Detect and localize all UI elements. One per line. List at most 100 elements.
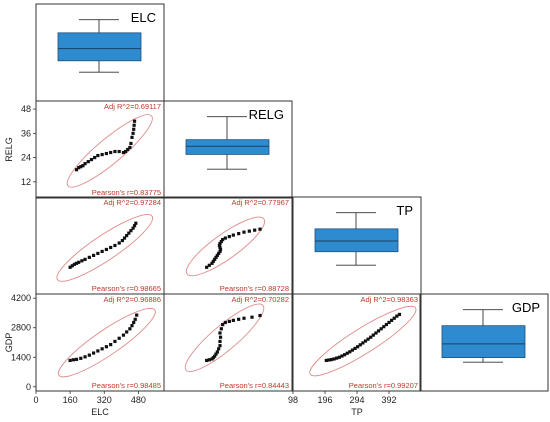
scatter-tp-vs-elc-point-10 [100, 249, 104, 254]
scatter-tp-vs-relg-point-5 [214, 255, 218, 259]
scatter-tp-vs-relg-confidence-ellipse [185, 216, 266, 277]
x-tick-label-tp-294: 294 [349, 395, 364, 405]
scatter-gdp-vs-tp-point-25 [390, 318, 394, 322]
scatter-gdp-vs-tp-point-8 [345, 351, 349, 355]
scatter-tp-vs-elc-point-22 [134, 221, 138, 225]
scatter-relg-vs-elc-point-2 [79, 165, 83, 169]
scatter-relg-vs-elc-point-3 [81, 164, 85, 168]
scatter-gdp-vs-tp-point-14 [361, 341, 365, 345]
scatter-gdp-vs-relg-point-12 [219, 327, 223, 331]
scatter-gdp-vs-elc-pearson-r: Pearson's r=0.98485 [92, 381, 161, 390]
scatter-gdp-vs-tp-point-24 [387, 320, 391, 325]
scatter-tp-vs-elc-point-5 [80, 259, 84, 263]
scatter-gdp-vs-tp-point-10 [350, 348, 355, 352]
scatter-tp-vs-relg-point-1 [207, 263, 211, 267]
scatter-gdp-vs-tp-point-7 [342, 353, 347, 357]
scatter-gdp-vs-elc-point-6 [92, 351, 96, 355]
scatter-gdp-vs-relg-adj-r2: Adj R^2=0.70282 [231, 295, 289, 304]
cell-frame-tp-relg [163, 196, 293, 295]
scatter-gdp-vs-tp-point-21 [379, 327, 383, 331]
scatter-gdp-vs-tp-pearson-r: Pearson's r=0.99207 [349, 381, 418, 390]
scatter-gdp-vs-tp-adj-r2: Adj R^2=0.98363 [360, 295, 418, 304]
scatter-gdp-vs-relg-point-0 [205, 358, 209, 363]
scatter-gdp-vs-tp-point-19 [374, 331, 378, 335]
scatter-gdp-vs-tp-point-11 [353, 346, 357, 351]
scatter-relg-vs-elc-point-1 [77, 166, 81, 170]
scatter-gdp-vs-tp-point-4 [335, 356, 339, 360]
scatter-gdp-vs-relg-point-15 [227, 319, 231, 324]
scatter-relg-vs-elc-point-20 [131, 131, 135, 135]
scatter-tp-vs-relg-adj-r2: Adj R^2=0.77967 [231, 198, 289, 207]
scatter-gdp-vs-tp-confidence-ellipse [309, 305, 417, 377]
y-tick-label-relg-12: 12 [21, 177, 31, 187]
scatter-tp-vs-elc-point-3 [74, 261, 79, 265]
scatter-tp-vs-elc-point-8 [92, 253, 96, 257]
scatter-gdp-vs-tp-point-5 [337, 355, 341, 359]
scatter-gdp-vs-elc-point-1 [71, 358, 75, 362]
scatter-gdp-vs-tp-point-0 [324, 358, 328, 363]
scatter-gdp-vs-elc-point-0 [68, 358, 72, 363]
scatter-gdp-vs-relg-point-18 [242, 316, 246, 320]
scatter-tp-vs-elc-adj-r2: Adj R^2=0.97284 [103, 198, 161, 207]
scatter-tp-vs-elc-point-19 [129, 229, 133, 233]
scatter-tp-vs-relg-point-20 [247, 229, 251, 233]
scatter-gdp-vs-tp-point-16 [366, 337, 370, 341]
scatter-relg-vs-elc-pearson-r: Pearson's r=0.83775 [92, 188, 161, 197]
scatter-gdp-vs-elc-point-9 [104, 345, 108, 349]
scatter-gdp-vs-elc-point-16 [130, 324, 134, 328]
scatter-tp-vs-relg-point-12 [218, 241, 222, 246]
scatter-gdp-vs-tp-point-27 [395, 314, 399, 318]
scatter-relg-vs-elc-point-22 [132, 123, 136, 127]
scatter-gdp-vs-elc-point-15 [128, 327, 132, 331]
scatter-tp-vs-elc-pearson-r: Pearson's r=0.98665 [92, 284, 161, 293]
scatter-gdp-vs-tp-point-28 [397, 312, 402, 317]
boxplot-relg-box [185, 139, 270, 155]
scatter-gdp-vs-relg-point-8 [218, 344, 222, 348]
scatter-relg-vs-elc-point-10 [104, 151, 108, 156]
cell-frame-gdp-gdp [419, 293, 549, 392]
scatter-tp-vs-elc-point-0 [68, 265, 72, 269]
scatter-tp-vs-relg-point-8 [218, 249, 222, 254]
x-tick-label-tp-98: 98 [288, 395, 298, 405]
scatter-relg-vs-elc-point-18 [129, 141, 133, 146]
scatter-tp-vs-relg-point-17 [231, 233, 235, 237]
scatter-relg-vs-elc-point-23 [132, 119, 137, 123]
scatter-tp-vs-relg-point-2 [210, 261, 214, 265]
boxplot-tp-box [314, 228, 399, 253]
scatter-tp-vs-relg-point-7 [217, 251, 221, 256]
scatter-gdp-vs-tp-point-18 [371, 333, 375, 337]
scatter-gdp-vs-relg-confidence-ellipse [184, 303, 265, 372]
scatter-tp-vs-elc-point-11 [104, 247, 108, 252]
scatter-relg-vs-elc-point-8 [96, 153, 100, 158]
scatter-gdp-vs-elc-point-8 [100, 347, 104, 351]
scatter-gdp-vs-relg-point-19 [250, 315, 254, 319]
scatter-tp-vs-elc-point-6 [83, 257, 87, 261]
cell-frame-tp-elc [35, 196, 165, 295]
scatter-gdp-vs-relg-point-5 [214, 352, 218, 356]
scatter-gdp-vs-tp-point-23 [384, 322, 388, 327]
y-tick-label-relg-48: 48 [21, 104, 31, 114]
scatter-gdp-vs-elc-point-5 [87, 353, 91, 357]
scatter-gdp-vs-elc-point-3 [79, 356, 83, 360]
boxplot-gdp-box [441, 325, 526, 359]
y-tick-label-gdp-4200: 4200 [11, 293, 31, 303]
scatter-tp-vs-elc-point-9 [96, 251, 100, 256]
scatter-relg-vs-elc-point-19 [130, 135, 134, 139]
scatter-tp-vs-relg-point-11 [217, 243, 222, 248]
scatter-gdp-vs-elc-point-18 [133, 317, 137, 321]
scatter-tp-vs-relg-point-16 [227, 234, 231, 239]
scatter-gdp-vs-tp-point-15 [363, 339, 368, 343]
scatter-tp-vs-relg-point-10 [218, 245, 222, 250]
scatter-tp-vs-relg-point-14 [221, 237, 225, 242]
scatter-gdp-vs-relg-point-7 [217, 347, 221, 351]
cell-frame-gdp-tp [292, 293, 422, 392]
scatter-gdp-vs-tp-point-9 [348, 350, 352, 354]
y-axis-label-relg: RELG [4, 137, 14, 162]
scatter-tp-vs-elc-point-7 [87, 255, 91, 259]
boxplot-elc-box [57, 32, 142, 62]
scatter-gdp-vs-tp-point-13 [358, 343, 362, 347]
x-axis-label-tp: TP [351, 407, 363, 417]
x-tick-label-elc-480: 480 [131, 395, 146, 405]
cell-frame-gdp-elc [35, 293, 165, 392]
scatter-tp-vs-relg-point-4 [213, 257, 217, 261]
